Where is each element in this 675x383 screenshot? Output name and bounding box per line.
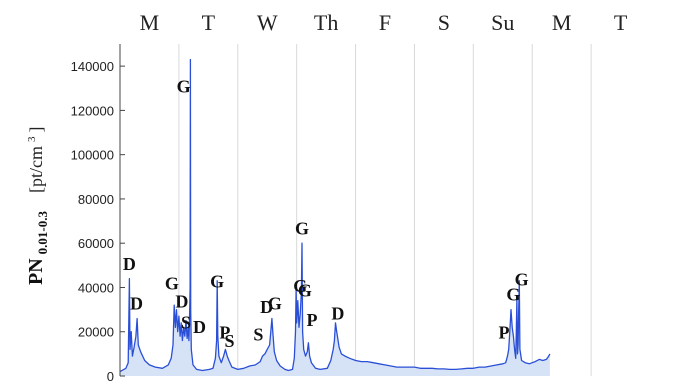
y-axis-label-unit-superscript: 3 [26, 136, 38, 142]
day-label: W [257, 10, 278, 35]
y-axis-label-unit: [pt/cm [26, 146, 46, 193]
y-axis-label-main: PN 0.01-0.3 [pt/cm 3 ] [22, 126, 51, 285]
series-line [119, 58, 551, 373]
y-tick-label: 60000 [78, 236, 114, 251]
event-annotation: S [253, 325, 263, 345]
event-annotation: G [268, 294, 282, 314]
day-label: T [202, 10, 216, 35]
series-line-layer [119, 58, 551, 373]
day-label: M [552, 10, 572, 35]
y-axis-label: PN 0.01-0.3 [pt/cm 3 ] [22, 126, 51, 285]
event-annotation: D [130, 294, 143, 314]
event-annotation: S [181, 312, 191, 332]
event-annotation: D [123, 254, 136, 274]
event-annotation: G [293, 276, 307, 296]
vertical-day-gridlines [178, 44, 592, 376]
y-axis: 0 20000 40000 60000 80000 100000 120000 140000 [71, 44, 125, 383]
y-tick-label: 80000 [78, 192, 114, 207]
day-label: F [379, 10, 391, 35]
day-labels: M T W Th F S Su M T [140, 10, 628, 35]
y-axis-label-unit-close: ] [26, 126, 46, 132]
y-axis-label-quantity: PN [25, 258, 47, 285]
day-label: Su [491, 10, 514, 35]
event-annotation: G [506, 285, 520, 305]
y-tick-label: 40000 [78, 280, 114, 295]
event-annotation: D [175, 291, 188, 311]
day-label: T [614, 10, 628, 35]
event-annotation: G [295, 218, 309, 238]
y-tick-label: 20000 [78, 325, 114, 340]
event-annotation: G [165, 274, 179, 294]
event-annotation: D [260, 297, 273, 317]
day-label: M [140, 10, 160, 35]
event-annotation: D [193, 317, 206, 337]
y-tick-label: 140000 [71, 59, 114, 74]
y-tick-label: 0 [107, 369, 114, 383]
event-annotation: D [331, 304, 344, 324]
day-label: Th [314, 10, 338, 35]
event-annotation: G [210, 271, 224, 291]
event-annotation: G [177, 77, 191, 97]
y-axis-label-subscript: 0.01-0.3 [35, 210, 50, 254]
event-annotation: P [306, 310, 317, 330]
event-annotation: G [298, 280, 312, 300]
event-annotation: S [225, 331, 235, 351]
y-tick-label: 100000 [71, 148, 114, 163]
event-annotation: P [498, 322, 509, 342]
y-tick-label: 120000 [71, 103, 114, 118]
event-annotation: P [219, 322, 230, 342]
event-annotation: G [515, 269, 529, 289]
day-label: S [438, 10, 450, 35]
